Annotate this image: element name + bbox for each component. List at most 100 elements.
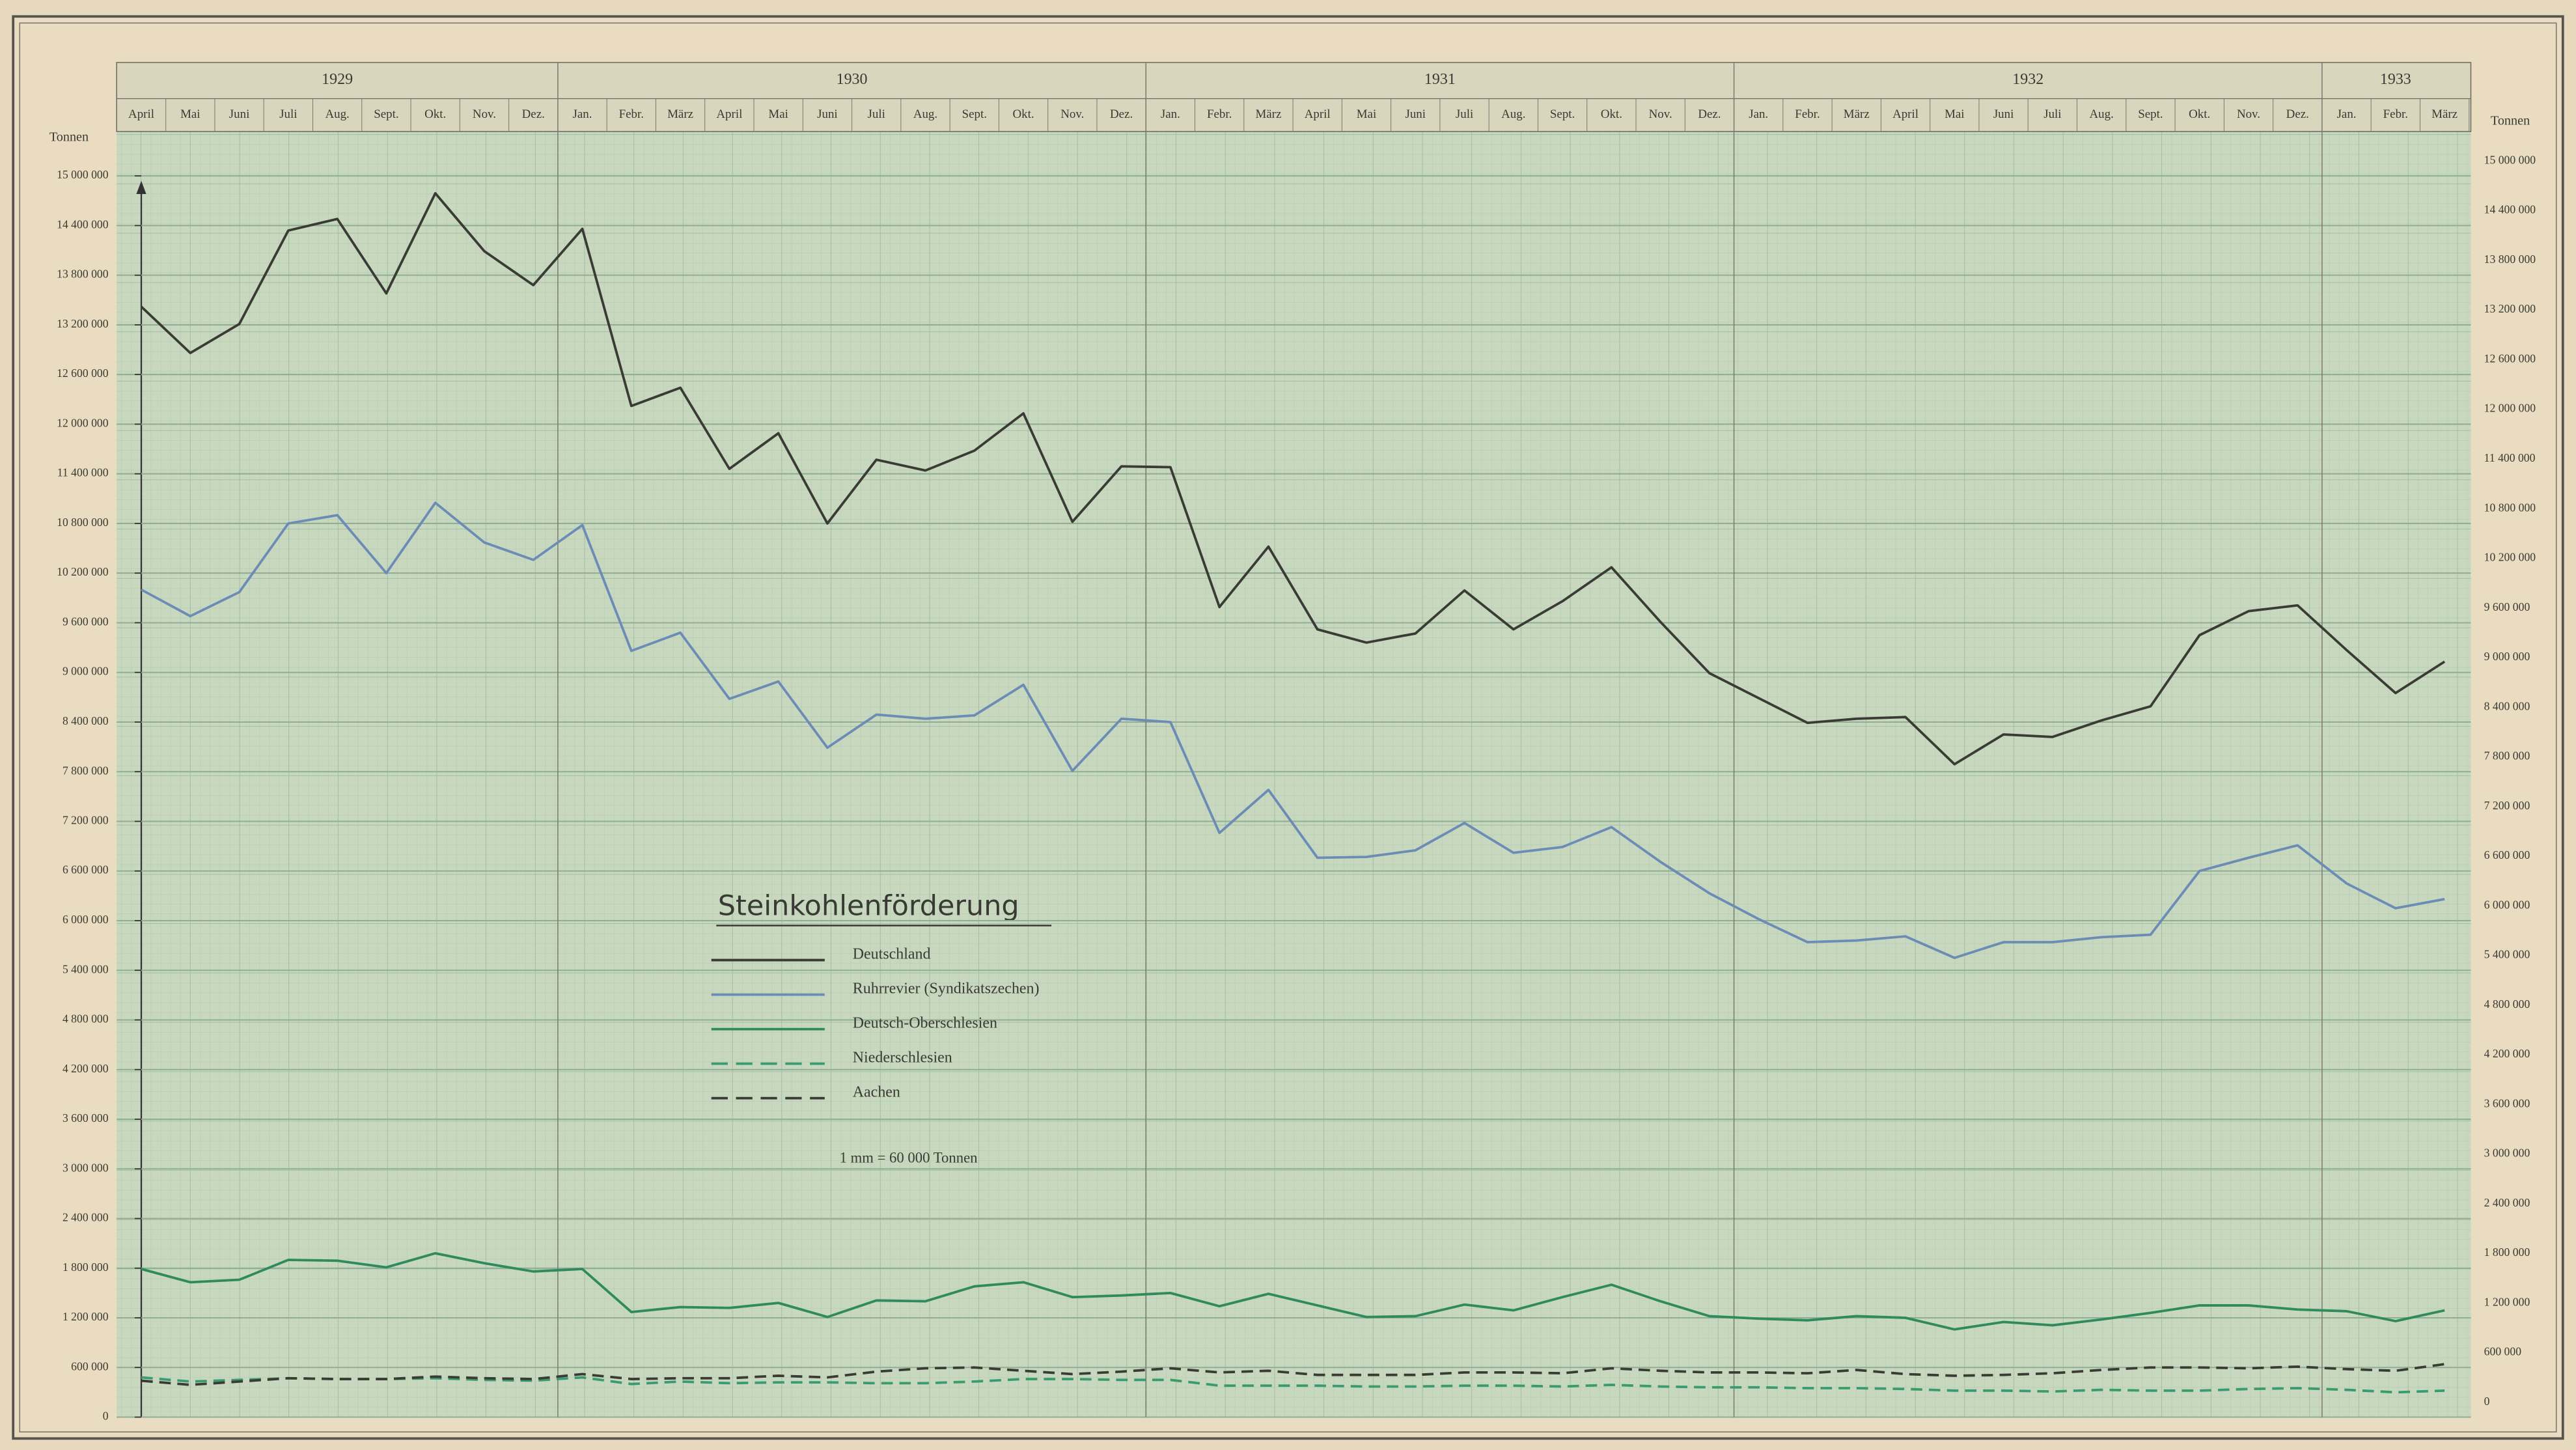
series-line: [141, 1251, 2445, 1331]
month-label: Nov.: [473, 107, 496, 121]
y-tick-label-right: 10 200 000: [2484, 551, 2536, 564]
y-tick-label: 3 000 000: [62, 1161, 109, 1174]
month-label: Juli: [868, 107, 885, 121]
y-tick-label: 10 200 000: [57, 565, 109, 578]
y-tick-label: 7 800 000: [62, 764, 109, 777]
month-label: Mai: [1945, 107, 1964, 121]
y-tick-label: 7 200 000: [62, 814, 109, 827]
month-label: Aug.: [2090, 107, 2114, 121]
y-tick-label: 3 600 000: [62, 1111, 109, 1124]
month-label: Juni: [1993, 107, 2014, 121]
series-line: [141, 1376, 2445, 1394]
y-tick-label-right: 6 000 000: [2484, 898, 2530, 911]
y-tick-label: 12 000 000: [57, 416, 109, 429]
month-label: Nov.: [1649, 107, 1672, 121]
month-label: Dez.: [1698, 107, 1721, 121]
series-line: [141, 501, 2445, 960]
month-label: Febr.: [619, 107, 644, 121]
month-label: Nov.: [2237, 107, 2260, 121]
y-tick-label-right: 1 800 000: [2484, 1246, 2530, 1259]
month-label: Okt.: [1601, 107, 1622, 121]
y-tick-label-right: 11 400 000: [2484, 451, 2536, 464]
month-label: Okt.: [424, 107, 446, 121]
y-tick-label: 1 200 000: [62, 1310, 109, 1323]
y-tick-label: 6 600 000: [62, 863, 109, 876]
month-label: Dez.: [1110, 107, 1133, 121]
y-tick-label-right: 3 000 000: [2484, 1147, 2530, 1160]
y-tick-label: 5 400 000: [62, 962, 109, 975]
month-label: Okt.: [1012, 107, 1034, 121]
legend-label: Deutschland: [853, 945, 931, 962]
month-label: März: [1844, 107, 1870, 121]
month-label: Juli: [1456, 107, 1473, 121]
y-tick-label-right: 12 600 000: [2484, 352, 2536, 365]
y-tick-label-right: 2 400 000: [2484, 1196, 2530, 1209]
y-tick-label-right: 4 200 000: [2484, 1047, 2530, 1060]
y-tick-label: 12 600 000: [57, 367, 109, 380]
y-tick-label-right: 7 200 000: [2484, 799, 2530, 812]
y-tick-label: 15 000 000: [57, 168, 109, 181]
month-label: April: [128, 107, 154, 121]
y-tick-label-right: 4 800 000: [2484, 997, 2530, 1011]
y-tick-label-right: 6 600 000: [2484, 848, 2530, 861]
month-label: April: [716, 107, 742, 121]
y-tick-label: 0: [103, 1410, 109, 1423]
y-tick-label: 14 400 000: [57, 217, 109, 230]
header: [116, 62, 2472, 132]
month-label: Jan.: [2337, 107, 2357, 121]
month-label: Mai: [768, 107, 788, 121]
year-label: 1933: [2380, 71, 2411, 88]
year-label: 1929: [322, 71, 353, 88]
y-tick-label: 13 200 000: [57, 317, 109, 330]
y-tick-label-right: 0: [2484, 1395, 2490, 1408]
month-label: Febr.: [1207, 107, 1232, 121]
y-tick-label: 2 400 000: [62, 1211, 109, 1224]
y-tick-label-right: 13 800 000: [2484, 253, 2536, 266]
month-label: Mai: [180, 107, 200, 121]
year-label: 1930: [837, 71, 868, 88]
y-tick-label: 8 400 000: [62, 714, 109, 727]
month-label: Juni: [229, 107, 250, 121]
month-label: Sept.: [2138, 107, 2163, 121]
y-tick-label: 11 400 000: [57, 466, 109, 479]
series-line: [141, 1363, 2445, 1386]
legend-label: Deutsch-Oberschlesien: [853, 1015, 997, 1032]
y-tick-label: 6 000 000: [62, 913, 109, 926]
y-tick-label-right: 12 000 000: [2484, 402, 2536, 415]
month-label: Juni: [817, 107, 838, 121]
month-label: Aug.: [325, 107, 349, 121]
y-tick-label: 9 600 000: [62, 615, 109, 628]
scale-note: 1 mm = 60 000 Tonnen: [840, 1149, 978, 1165]
month-label: Nov.: [1060, 107, 1084, 121]
y-tick-label-right: 1 200 000: [2484, 1295, 2530, 1308]
y-tick-label-right: 3 600 000: [2484, 1096, 2530, 1109]
month-label: März: [1255, 107, 1281, 121]
y-tick-label-right: 9 600 000: [2484, 600, 2530, 613]
month-label: Dez.: [522, 107, 545, 121]
month-label: Okt.: [2189, 107, 2210, 121]
y-tick-label-right: 10 800 000: [2484, 501, 2536, 514]
month-label: April: [1305, 107, 1331, 121]
y-tick-label-right: 9 000 000: [2484, 650, 2530, 663]
legend-label: Ruhrrevier (Syndikatszechen): [853, 981, 1040, 997]
series-line: [140, 191, 2446, 766]
mm-grid: [117, 131, 2471, 1417]
month-label: April: [1892, 107, 1918, 121]
month-label: Sept.: [962, 107, 987, 121]
y-tick-label: 1 800 000: [62, 1261, 109, 1274]
y-tick-label-right: 15 000 000: [2484, 153, 2536, 166]
y-tick-label-right: 7 800 000: [2484, 749, 2530, 762]
y-tick-label: 13 800 000: [57, 268, 109, 281]
y-tick-label: 10 800 000: [57, 516, 109, 529]
month-label: Mai: [1357, 107, 1376, 121]
legend-label: Aachen: [853, 1084, 900, 1101]
legend-title: Steinkohlenförderung: [718, 889, 1019, 922]
month-label: März: [2431, 107, 2458, 121]
month-label: März: [667, 107, 693, 121]
y-tick-label-right: 14 400 000: [2484, 203, 2536, 216]
y-tick-label-right: 600 000: [2484, 1345, 2522, 1358]
y-tick-label-right: 8 400 000: [2484, 699, 2530, 712]
month-label: Aug.: [1501, 107, 1525, 121]
y-axis-title: Tonnen: [49, 130, 89, 145]
